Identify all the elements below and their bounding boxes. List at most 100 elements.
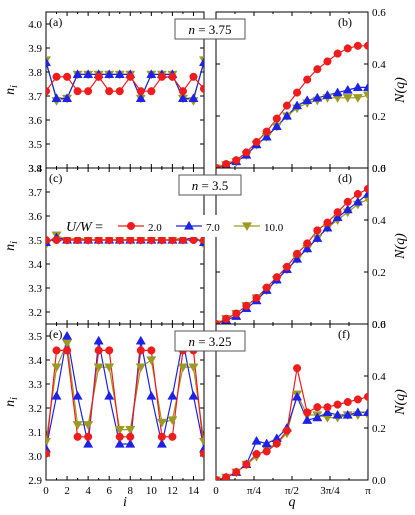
x-tick-label: 0 bbox=[213, 485, 219, 497]
data-point-2.0 bbox=[333, 49, 342, 58]
series-line-2.0 bbox=[46, 75, 204, 93]
y-tick-label: 3.8 bbox=[28, 163, 42, 175]
data-point-2.0 bbox=[333, 400, 342, 409]
data-point-7.0 bbox=[352, 82, 363, 92]
y-tick-label: 3.1 bbox=[28, 427, 42, 439]
data-point-2.0 bbox=[262, 447, 271, 456]
y-tick-label: 3.4 bbox=[28, 259, 42, 271]
data-point-2.0 bbox=[157, 432, 166, 441]
data-point-2.0 bbox=[282, 101, 291, 110]
x-tick-label: 10 bbox=[146, 485, 158, 497]
data-point-2.0 bbox=[84, 87, 93, 96]
series-group bbox=[216, 184, 368, 324]
data-point-7.0 bbox=[322, 222, 333, 232]
y-tick-label: 0.0 bbox=[372, 475, 386, 487]
series-line-7.0 bbox=[216, 86, 368, 168]
data-point-2.0 bbox=[272, 114, 281, 123]
data-point-2.0 bbox=[242, 301, 251, 310]
data-point-7.0 bbox=[51, 390, 62, 400]
data-point-10.0 bbox=[72, 421, 83, 430]
data-point-2.0 bbox=[136, 87, 145, 96]
y-tick-label: 0.4 bbox=[372, 215, 386, 227]
data-point-2.0 bbox=[94, 72, 103, 81]
data-point-2.0 bbox=[46, 87, 51, 96]
data-point-2.0 bbox=[323, 57, 332, 66]
data-point-7.0 bbox=[114, 438, 125, 448]
data-point-10.0 bbox=[62, 339, 73, 349]
y-axis-label: N(q) bbox=[393, 233, 408, 260]
series-line-10.0 bbox=[46, 340, 204, 442]
data-point-2.0 bbox=[94, 235, 103, 245]
y-tick-label: 3.9 bbox=[28, 43, 42, 55]
data-point-7.0 bbox=[72, 69, 83, 79]
data-point-10.0 bbox=[46, 437, 52, 447]
data-point-2.0 bbox=[343, 397, 352, 407]
data-point-2.0 bbox=[282, 262, 291, 271]
data-point-7.0 bbox=[146, 390, 157, 400]
data-point-2.0 bbox=[63, 346, 72, 355]
data-point-7.0 bbox=[114, 69, 125, 79]
panels: 3.4 3.5 3.6 3.7 3.8 3.9 4.0 0.0 0.2 0.4 0.6 3.2 3.3 3… bbox=[28, 7, 386, 487]
panel-label: (f) bbox=[338, 327, 350, 341]
data-point-7.0 bbox=[51, 93, 62, 103]
data-point-7.0 bbox=[83, 69, 94, 79]
data-point-7.0 bbox=[352, 407, 363, 417]
data-point-7.0 bbox=[342, 204, 353, 214]
y-tick-label: 0.6 bbox=[372, 7, 386, 19]
data-point-7.0 bbox=[83, 438, 94, 448]
data-point-7.0 bbox=[198, 57, 204, 67]
data-point-2.0 bbox=[105, 235, 114, 245]
data-point-10.0 bbox=[135, 363, 146, 373]
data-point-10.0 bbox=[93, 363, 104, 373]
data-point-10.0 bbox=[156, 418, 167, 428]
data-point-7.0 bbox=[125, 438, 136, 448]
data-point-7.0 bbox=[362, 407, 368, 417]
data-point-10.0 bbox=[198, 437, 204, 447]
y-axis-label: N(q) bbox=[393, 77, 408, 104]
data-point-7.0 bbox=[156, 438, 167, 448]
data-point-7.0 bbox=[312, 412, 323, 422]
data-point-2.0 bbox=[105, 346, 114, 355]
data-point-2.0 bbox=[343, 44, 352, 53]
x-tick-label: 8 bbox=[128, 485, 134, 497]
data-point-2.0 bbox=[313, 403, 322, 412]
data-point-2.0 bbox=[147, 346, 156, 355]
x-tick-label: 12 bbox=[167, 485, 178, 497]
data-point-10.0 bbox=[362, 91, 368, 101]
y-tick-label: 0.4 bbox=[372, 59, 386, 71]
data-point-7.0 bbox=[322, 407, 333, 417]
data-point-2.0 bbox=[216, 319, 221, 324]
density-box bbox=[174, 330, 246, 352]
data-point-2.0 bbox=[115, 432, 124, 441]
data-point-2.0 bbox=[126, 72, 135, 81]
density-label: n = 3.75 bbox=[188, 22, 231, 37]
right-y-axis-labels: N(q) N(q) N(q) bbox=[393, 77, 408, 416]
data-point-2.0 bbox=[189, 72, 198, 81]
data-point-2.0 bbox=[115, 87, 124, 96]
x-axis-label-left: i bbox=[123, 495, 127, 510]
data-point-10.0 bbox=[352, 94, 363, 103]
data-point-7.0 bbox=[342, 409, 353, 419]
panel-label: (c) bbox=[49, 171, 62, 185]
density-label: n = 3.25 bbox=[188, 334, 231, 349]
data-point-2.0 bbox=[147, 87, 156, 96]
data-point-7.0 bbox=[135, 93, 146, 103]
legend-marker-10.0 bbox=[241, 222, 253, 232]
data-point-2.0 bbox=[293, 249, 302, 258]
legend-prefix: U/W = bbox=[66, 220, 103, 235]
data-point-10.0 bbox=[362, 195, 368, 205]
data-point-2.0 bbox=[272, 273, 281, 282]
data-point-7.0 bbox=[312, 233, 323, 242]
data-point-7.0 bbox=[332, 409, 343, 419]
y-tick-label: 3.2 bbox=[28, 307, 42, 319]
data-point-2.0 bbox=[94, 346, 103, 355]
legend-entry-7.0: 7.0 bbox=[206, 222, 220, 234]
data-point-2.0 bbox=[157, 235, 166, 245]
data-point-2.0 bbox=[73, 432, 82, 441]
data-point-7.0 bbox=[302, 415, 313, 424]
density-box bbox=[178, 174, 242, 196]
data-point-2.0 bbox=[343, 197, 352, 206]
data-point-7.0 bbox=[188, 93, 199, 103]
data-point-2.0 bbox=[262, 127, 271, 136]
data-point-10.0 bbox=[83, 421, 94, 430]
